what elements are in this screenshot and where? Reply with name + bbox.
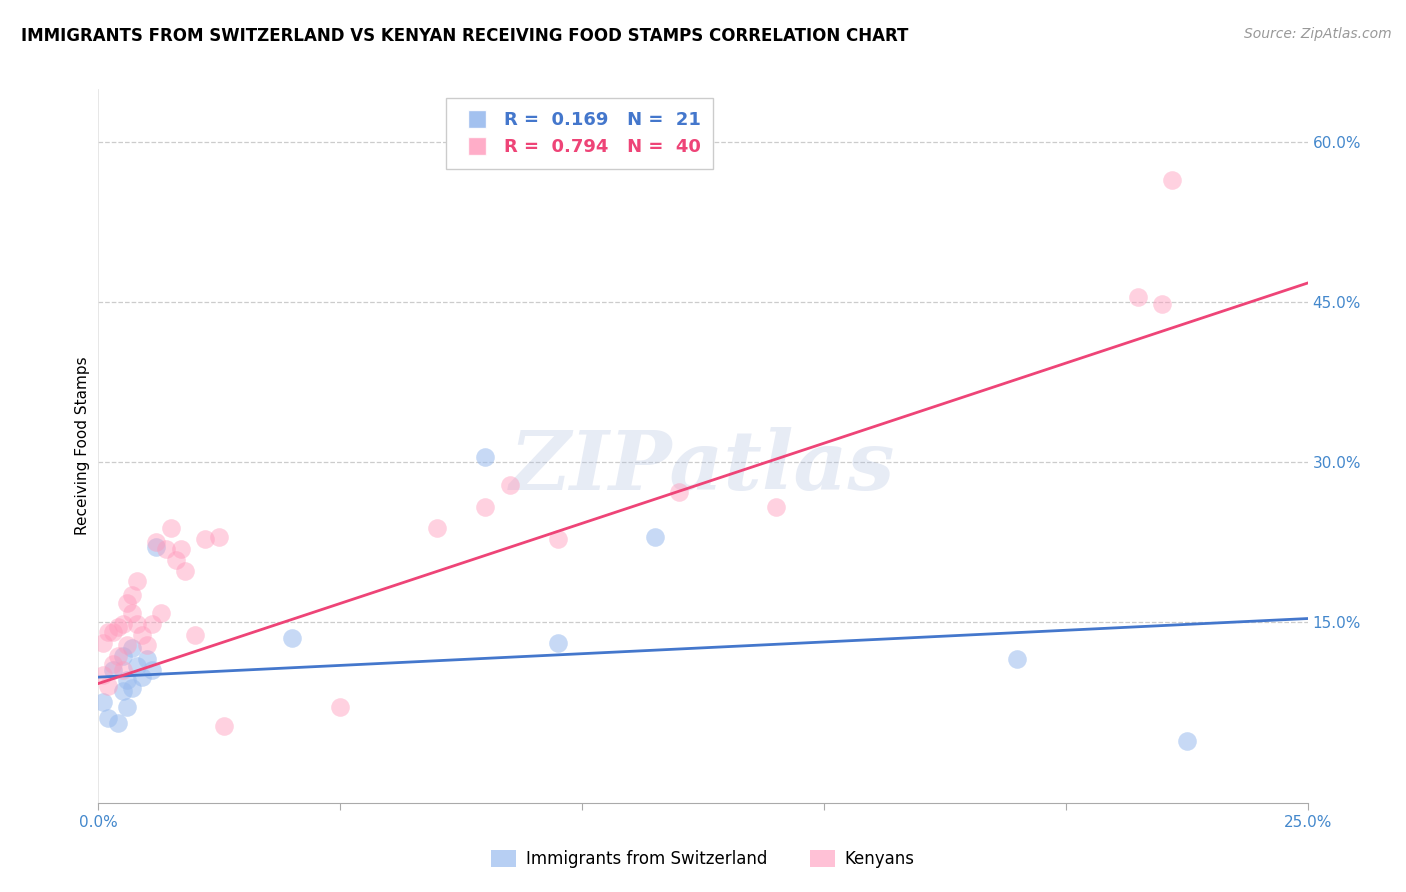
Point xyxy=(668,484,690,499)
Point xyxy=(117,638,139,652)
Point xyxy=(184,627,207,641)
Point xyxy=(121,588,143,602)
Point xyxy=(1175,734,1198,748)
Point xyxy=(111,616,134,631)
Point xyxy=(111,663,134,677)
Point xyxy=(97,710,120,724)
Point xyxy=(547,636,569,650)
Point xyxy=(91,695,114,709)
Legend: Immigrants from Switzerland, Kenyans: Immigrants from Switzerland, Kenyans xyxy=(485,843,921,875)
Point xyxy=(107,648,129,663)
Point xyxy=(121,681,143,695)
Point xyxy=(117,596,139,610)
Point xyxy=(547,532,569,546)
Point xyxy=(474,450,496,464)
Point xyxy=(97,679,120,693)
Point xyxy=(101,663,124,677)
Point xyxy=(141,616,163,631)
Point xyxy=(111,648,134,663)
Point xyxy=(117,700,139,714)
Point xyxy=(145,534,167,549)
Point xyxy=(91,668,114,682)
Point xyxy=(765,500,787,514)
Point xyxy=(1152,297,1174,311)
Y-axis label: Receiving Food Stamps: Receiving Food Stamps xyxy=(75,357,90,535)
Point xyxy=(498,478,520,492)
Text: ZIPatlas: ZIPatlas xyxy=(510,427,896,508)
Point xyxy=(135,638,157,652)
Point xyxy=(155,542,177,557)
Point xyxy=(141,663,163,677)
Point xyxy=(145,540,167,554)
Point xyxy=(1161,172,1184,186)
Point xyxy=(208,529,231,543)
Point xyxy=(426,521,449,535)
Point xyxy=(127,574,149,589)
Text: IMMIGRANTS FROM SWITZERLAND VS KENYAN RECEIVING FOOD STAMPS CORRELATION CHART: IMMIGRANTS FROM SWITZERLAND VS KENYAN RE… xyxy=(21,27,908,45)
Point xyxy=(107,620,129,634)
Point xyxy=(121,606,143,620)
Point xyxy=(1128,290,1150,304)
Point xyxy=(107,715,129,730)
Point xyxy=(111,684,134,698)
Point xyxy=(117,673,139,688)
Text: Source: ZipAtlas.com: Source: ZipAtlas.com xyxy=(1244,27,1392,41)
Point xyxy=(1007,652,1029,666)
Legend: R =  0.169   N =  21, R =  0.794   N =  40: R = 0.169 N = 21, R = 0.794 N = 40 xyxy=(446,98,713,169)
Point xyxy=(127,659,149,673)
Point xyxy=(101,625,124,640)
Point xyxy=(160,521,183,535)
Point xyxy=(127,616,149,631)
Point xyxy=(174,564,197,578)
Point xyxy=(194,532,217,546)
Point xyxy=(329,700,352,714)
Point xyxy=(135,652,157,666)
Point xyxy=(101,657,124,672)
Point xyxy=(169,542,191,557)
Point xyxy=(644,529,666,543)
Point xyxy=(281,631,304,645)
Point xyxy=(97,625,120,640)
Point xyxy=(474,500,496,514)
Point xyxy=(165,553,187,567)
Point xyxy=(131,627,153,641)
Point xyxy=(91,636,114,650)
Point xyxy=(212,719,235,733)
Point xyxy=(131,670,153,684)
Point xyxy=(150,606,173,620)
Point xyxy=(121,641,143,656)
